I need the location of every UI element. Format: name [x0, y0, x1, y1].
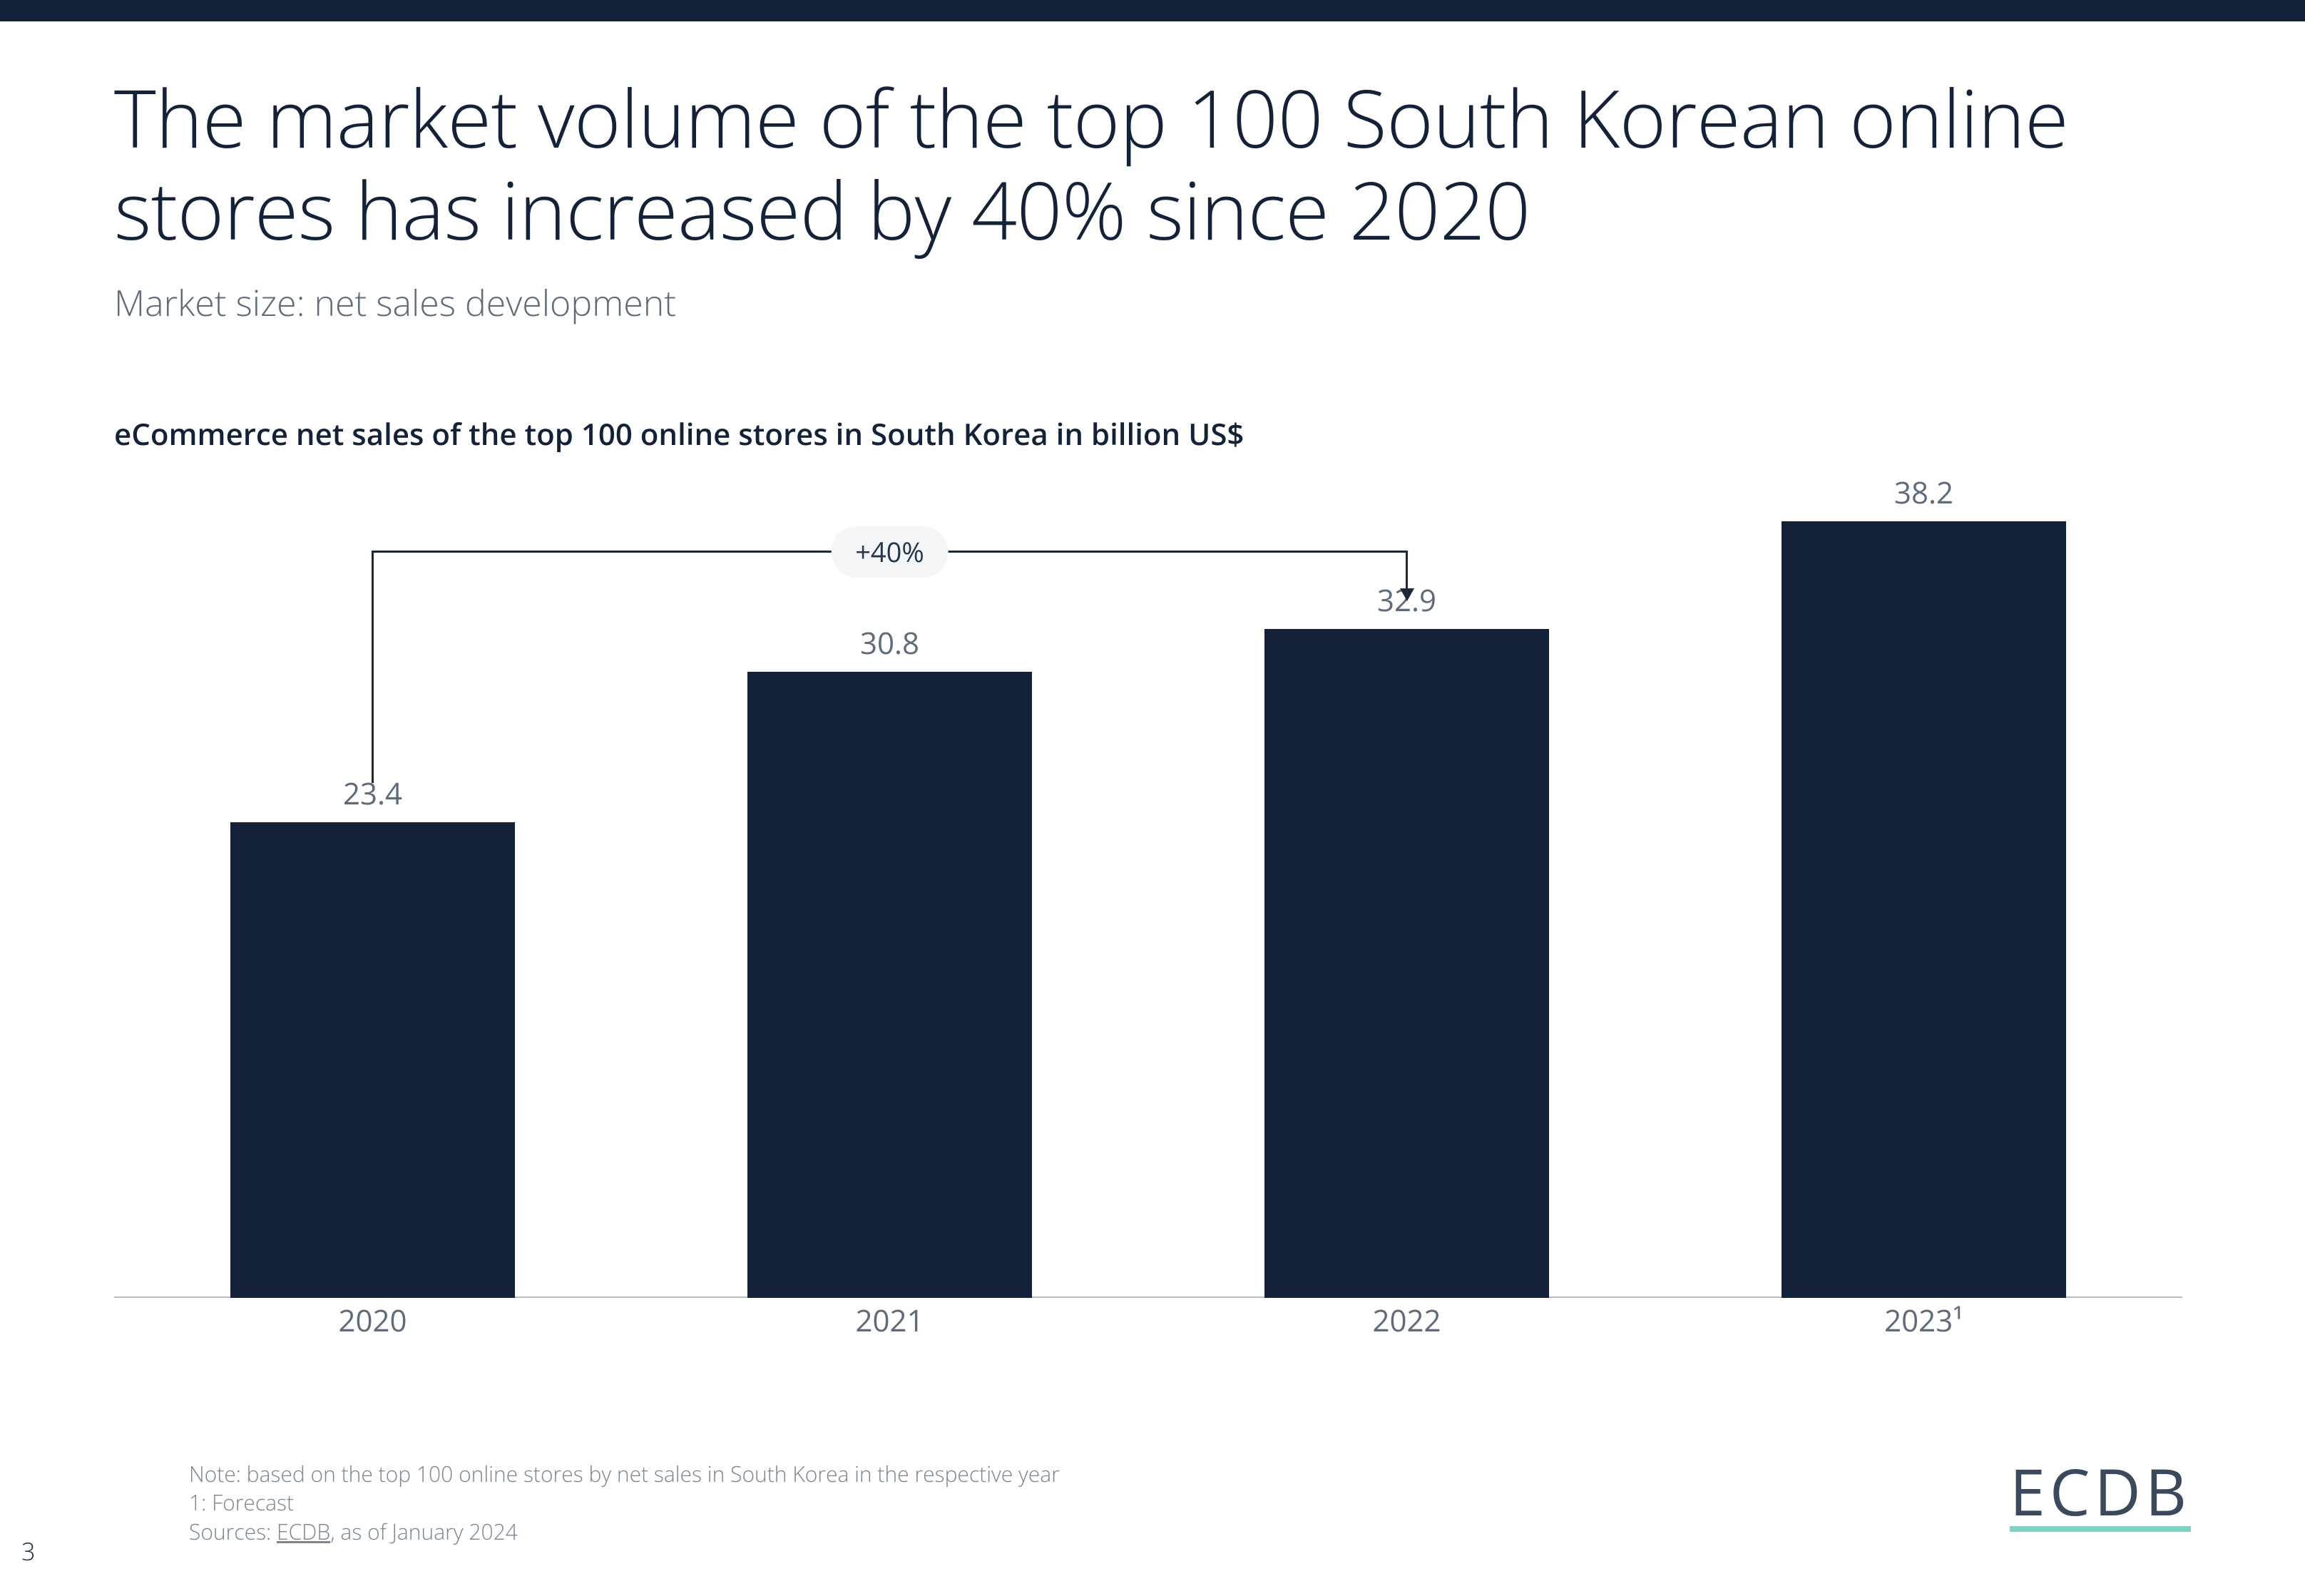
brand-logo: ECDB — [2010, 1459, 2191, 1532]
bar: 30.8 — [747, 672, 1032, 1298]
category-label: 2020 — [230, 1300, 515, 1341]
arrow-down-icon — [1400, 588, 1414, 601]
page-subtitle: Market size: net sales development — [114, 278, 676, 327]
bar-value-label: 38.2 — [1782, 472, 2066, 521]
footnote-note: Note: based on the top 100 online stores… — [189, 1460, 1060, 1489]
footnote-sources-prefix: Sources: — [189, 1517, 277, 1546]
slide-page: The market volume of the top 100 South K… — [0, 0, 2305, 1596]
bar-value-label: 30.8 — [747, 623, 1032, 672]
annotation-line — [1406, 551, 1408, 590]
bar: 32.9 — [1264, 629, 1549, 1298]
footnote-fn1: 1: Forecast — [189, 1488, 1060, 1518]
category-label: 2023¹ — [1782, 1300, 2066, 1341]
page-title: The market volume of the top 100 South K… — [114, 71, 2191, 255]
bar: 38.2 — [1782, 521, 2066, 1298]
annotation-line — [372, 551, 374, 783]
category-label: 2022 — [1264, 1300, 1549, 1341]
chart-title: eCommerce net sales of the top 100 onlin… — [114, 414, 1244, 454]
category-label: 2021 — [747, 1300, 1032, 1341]
annotation-badge: +40% — [831, 526, 949, 578]
footnote-sources-link[interactable]: ECDB — [277, 1517, 330, 1546]
bar: 23.4 — [230, 822, 515, 1298]
page-number: 3 — [21, 1535, 35, 1567]
footnote-block: Note: based on the top 100 online stores… — [189, 1460, 1060, 1547]
bar-chart: 23.4 30.8 32.9 38.2 +40% 2020 2021 2022 2023¹ — [114, 485, 2182, 1341]
top-bar — [0, 0, 2305, 21]
footnote-sources: Sources: ECDB, as of January 2024 — [189, 1518, 1060, 1547]
footnote-sources-suffix: , as of January 2024 — [330, 1517, 518, 1546]
plot-area: 23.4 30.8 32.9 38.2 +40% — [114, 485, 2182, 1298]
